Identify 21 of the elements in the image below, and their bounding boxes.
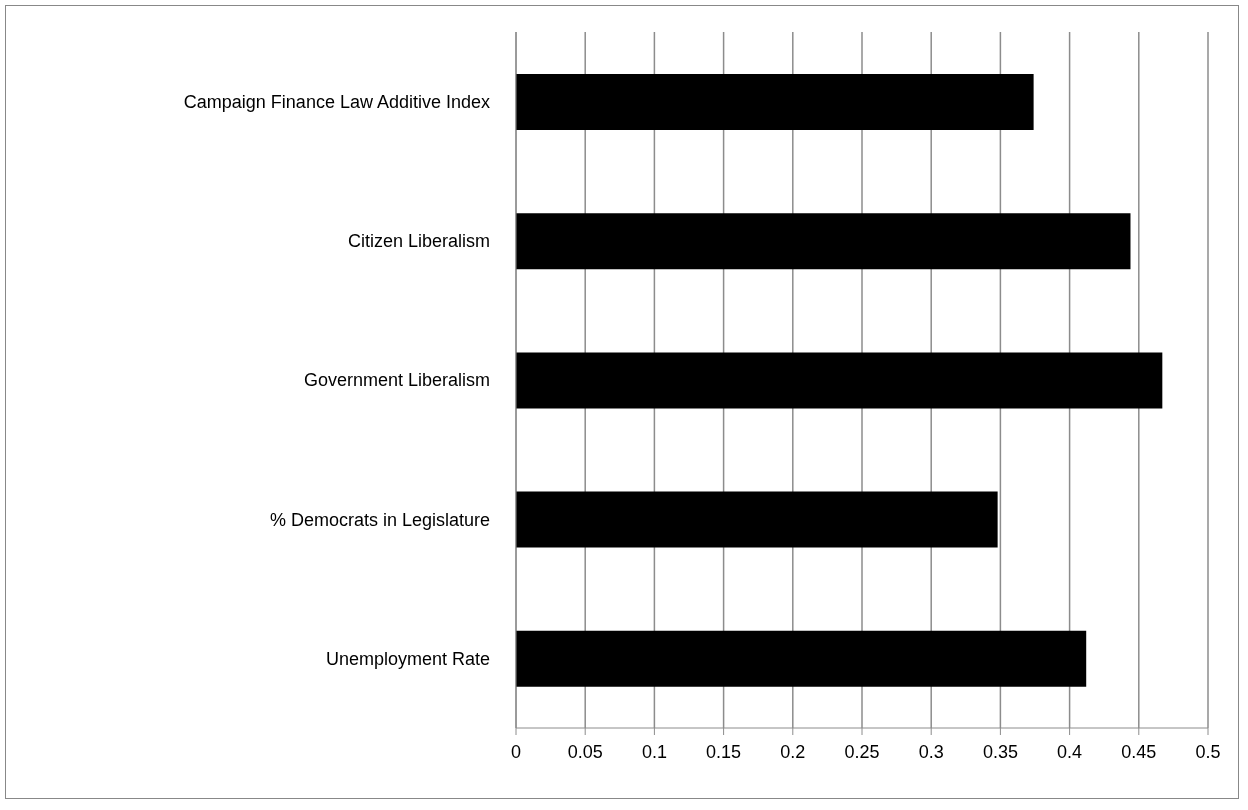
y-tick-label: Government Liberalism	[303, 370, 490, 391]
bar	[516, 74, 1034, 130]
x-tick-label: 0.4	[1057, 741, 1083, 762]
y-tick-label: Unemployment Rate	[325, 648, 490, 669]
y-tick-label: Campaign Finance Law Additive Index	[183, 91, 490, 112]
x-tick-label: 0	[510, 741, 522, 762]
x-tick-label: 0.05	[567, 741, 603, 762]
x-tick-label: 0.25	[844, 741, 880, 762]
bar	[516, 213, 1131, 270]
bar	[516, 491, 998, 548]
x-tick-label: 0.2	[780, 741, 806, 762]
x-tick-label: 0.1	[641, 741, 667, 762]
x-tick-label: 0.45	[1121, 741, 1157, 762]
bar	[516, 630, 1087, 687]
x-tick-label: 0.35	[982, 741, 1018, 762]
x-tick-label: 0.5	[1195, 741, 1221, 762]
y-tick-label: Citizen Liberalism	[347, 231, 490, 252]
bar	[516, 352, 1163, 409]
x-tick-label: 0.3	[918, 741, 944, 762]
y-tick-label: % Democrats in Legislature	[269, 509, 490, 530]
x-tick-label: 0.15	[706, 741, 742, 762]
